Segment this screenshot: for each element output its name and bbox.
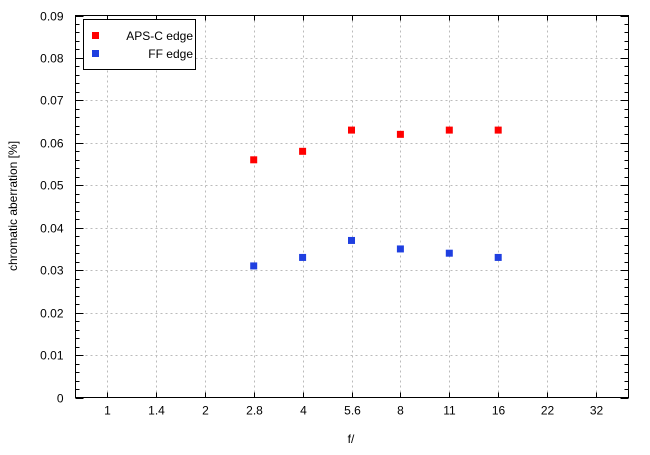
y-tick-label: 0.08 bbox=[40, 52, 64, 66]
y-tick-label: 0.07 bbox=[40, 94, 64, 108]
x-axis-label: f/ bbox=[348, 432, 355, 446]
legend-marker-aps-c bbox=[92, 32, 99, 39]
y-tick-label: 0.04 bbox=[40, 222, 64, 236]
y-tick-label: 0 bbox=[57, 392, 64, 406]
data-point-ff bbox=[494, 253, 502, 261]
y-tick-label: 0.03 bbox=[40, 264, 64, 278]
data-point-ff bbox=[250, 262, 258, 270]
axis-ticks: 1 1.4 2 2.8 4 5.6 8 11 16 22 32 0 0.01 0.02 0.03 0.04 0.… bbox=[40, 10, 629, 418]
x-tick-label: 22 bbox=[541, 404, 555, 418]
x-tick-label: 1 bbox=[104, 404, 111, 418]
y-tick-label: 0.06 bbox=[40, 137, 64, 151]
legend: APS-C edge FF edge bbox=[83, 19, 196, 70]
data-point-aps-c bbox=[348, 126, 355, 134]
legend-marker-ff bbox=[92, 50, 99, 57]
x-tick-label: 8 bbox=[397, 404, 404, 418]
data-point-aps-c bbox=[299, 147, 307, 155]
x-tick-label: 2 bbox=[202, 404, 209, 418]
legend-label-ff: FF edge bbox=[148, 47, 193, 61]
data-point-aps-c bbox=[396, 130, 404, 138]
y-tick-label: 0.09 bbox=[40, 10, 64, 24]
legend-box bbox=[83, 19, 196, 70]
legend-label-aps-c: APS-C edge bbox=[126, 29, 193, 43]
data-point-ff bbox=[396, 245, 404, 253]
data-point-aps-c bbox=[250, 156, 258, 164]
data-point-ff bbox=[348, 236, 355, 244]
x-tick-label: 4 bbox=[300, 404, 307, 418]
data-point-ff bbox=[445, 249, 453, 257]
y-tick-label: 0.02 bbox=[40, 307, 64, 321]
data-point-ff bbox=[299, 253, 307, 261]
y-tick-label: 0.05 bbox=[40, 179, 64, 193]
y-tick-label: 0.01 bbox=[40, 349, 64, 363]
x-tick-label: 11 bbox=[443, 404, 456, 418]
x-tick-label: 16 bbox=[492, 404, 506, 418]
data-points bbox=[250, 126, 502, 270]
x-tick-label: 2.8 bbox=[246, 404, 263, 418]
x-tick-label: 1.4 bbox=[148, 404, 165, 418]
data-point-aps-c bbox=[494, 126, 502, 134]
x-tick-label: 32 bbox=[590, 404, 604, 418]
y-axis-label: chromatic aberration [%] bbox=[6, 141, 20, 271]
data-point-aps-c bbox=[445, 126, 453, 134]
x-tick-label: 5.6 bbox=[344, 404, 361, 418]
grid bbox=[75, 15, 629, 398]
